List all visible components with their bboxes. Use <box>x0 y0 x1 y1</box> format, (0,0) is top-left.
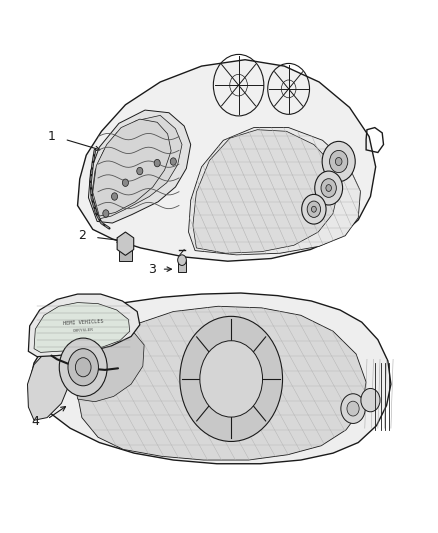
Text: CHRYSLER: CHRYSLER <box>73 328 94 333</box>
Circle shape <box>178 255 186 265</box>
Polygon shape <box>188 127 360 255</box>
Circle shape <box>321 179 336 197</box>
Circle shape <box>326 184 332 191</box>
Circle shape <box>315 171 343 205</box>
Circle shape <box>112 193 117 200</box>
Polygon shape <box>78 306 366 460</box>
Text: 1: 1 <box>47 130 55 143</box>
Circle shape <box>341 394 365 423</box>
Circle shape <box>137 167 143 175</box>
Text: HEMI VEHICLES: HEMI VEHICLES <box>63 319 104 326</box>
Text: 3: 3 <box>148 263 155 276</box>
Circle shape <box>59 338 107 397</box>
Circle shape <box>180 317 283 441</box>
FancyBboxPatch shape <box>119 247 131 261</box>
Circle shape <box>322 141 355 182</box>
Text: 2: 2 <box>78 229 86 242</box>
Circle shape <box>75 358 91 377</box>
Circle shape <box>347 401 359 416</box>
Circle shape <box>154 159 160 167</box>
Polygon shape <box>93 119 171 216</box>
Circle shape <box>122 179 128 187</box>
Text: 4: 4 <box>32 415 39 428</box>
Circle shape <box>311 206 316 212</box>
Circle shape <box>103 210 109 217</box>
Polygon shape <box>88 110 191 223</box>
Polygon shape <box>117 232 134 255</box>
Polygon shape <box>193 130 339 253</box>
Polygon shape <box>74 329 144 402</box>
Polygon shape <box>34 303 130 352</box>
Polygon shape <box>28 294 140 357</box>
Circle shape <box>302 195 326 224</box>
Circle shape <box>68 349 99 386</box>
Circle shape <box>361 389 380 412</box>
Polygon shape <box>92 115 182 219</box>
Circle shape <box>329 150 348 173</box>
FancyBboxPatch shape <box>178 260 186 272</box>
Polygon shape <box>28 293 391 464</box>
Polygon shape <box>28 343 73 420</box>
Circle shape <box>170 158 177 165</box>
Circle shape <box>200 341 262 417</box>
Circle shape <box>307 201 321 217</box>
Circle shape <box>336 157 342 166</box>
Polygon shape <box>78 60 376 261</box>
